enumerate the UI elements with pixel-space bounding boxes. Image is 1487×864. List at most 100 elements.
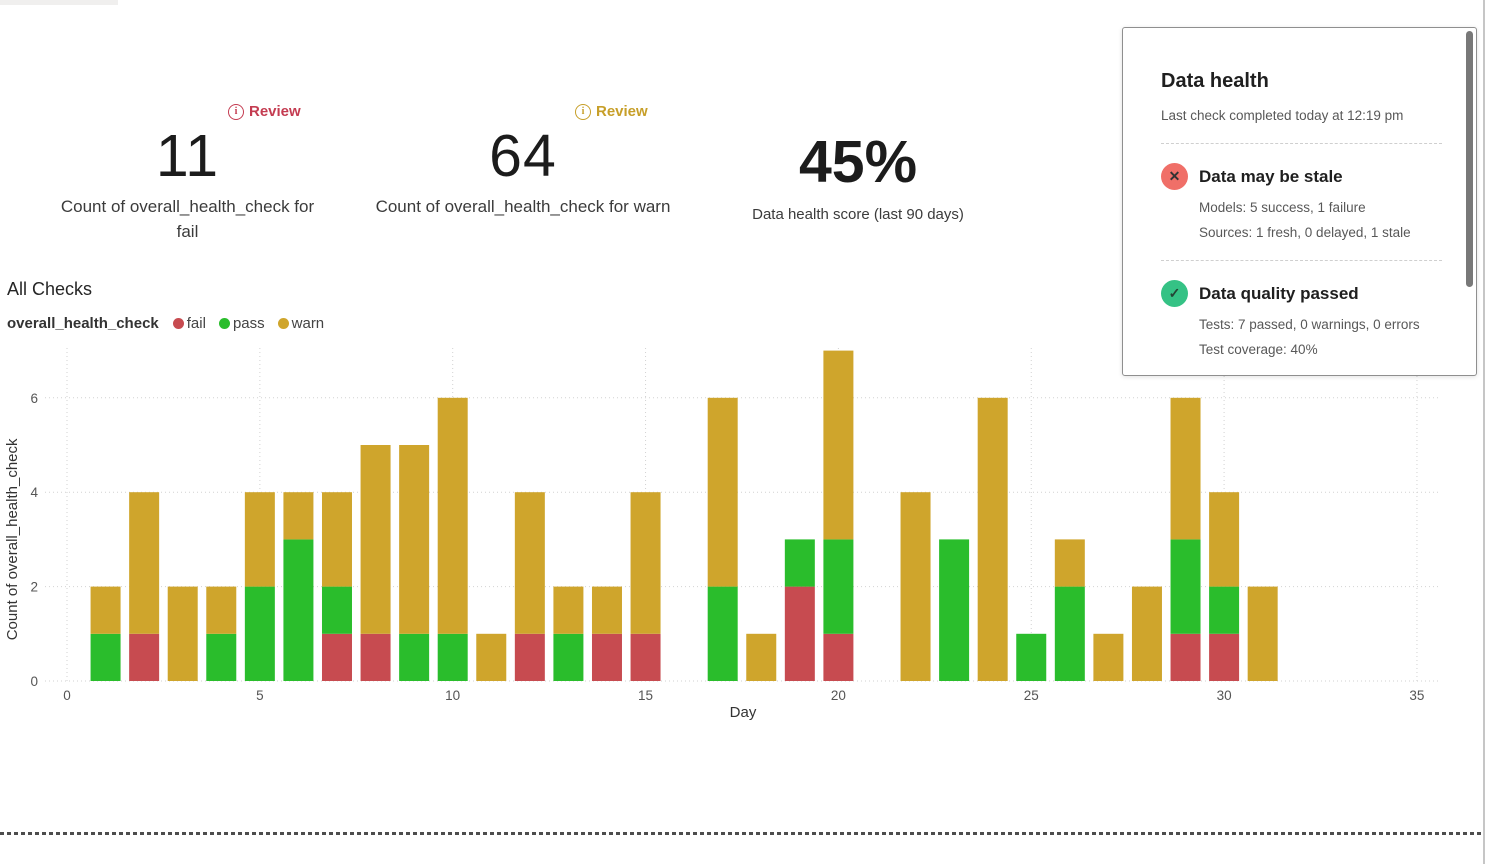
bar-segment-fail[interactable] bbox=[630, 633, 661, 681]
window-right-edge bbox=[1483, 0, 1485, 864]
info-icon: i bbox=[575, 103, 591, 120]
x-tick-label: 20 bbox=[831, 688, 846, 703]
y-tick-label: 6 bbox=[30, 391, 38, 406]
x-axis-title: Day bbox=[730, 704, 757, 721]
bar-segment-warn[interactable] bbox=[360, 445, 391, 634]
bar-segment-pass[interactable] bbox=[707, 586, 738, 681]
panel-item-title: Data may be stale bbox=[1199, 167, 1343, 186]
bar-segment-warn[interactable] bbox=[514, 492, 545, 634]
legend-group-label: overall_health_check bbox=[7, 315, 159, 332]
x-tick-label: 5 bbox=[256, 688, 264, 703]
panel-item-quality: ✓ Data quality passed Tests: 7 passed, 0… bbox=[1161, 280, 1442, 357]
bar-segment-warn[interactable] bbox=[1247, 586, 1278, 681]
stacked-bar-chart[interactable]: 0 2 4 6 0 5 10 15 20 25 30 35 Day Count of overall_he… bbox=[0, 340, 1450, 732]
bar-segment-warn[interactable] bbox=[591, 586, 622, 634]
bar-segment-pass[interactable] bbox=[206, 633, 237, 681]
bar-segment-warn[interactable] bbox=[476, 633, 507, 681]
panel-separator bbox=[1161, 143, 1442, 144]
legend-entries: fail pass warn bbox=[172, 315, 324, 332]
bar-segment-pass[interactable] bbox=[1209, 586, 1240, 634]
review-badge-warn[interactable]: i Review bbox=[575, 103, 648, 120]
bar-segment-pass[interactable] bbox=[90, 633, 121, 681]
bar-segment-warn[interactable] bbox=[630, 492, 661, 634]
bar-segment-pass[interactable] bbox=[784, 539, 815, 587]
bar-segment-warn[interactable] bbox=[746, 633, 777, 681]
bar-segment-fail[interactable] bbox=[784, 586, 815, 681]
bar-segment-fail[interactable] bbox=[514, 633, 545, 681]
bar-segment-warn[interactable] bbox=[1209, 492, 1240, 587]
bar-segment-fail[interactable] bbox=[321, 633, 352, 681]
panel-separator bbox=[1161, 260, 1442, 261]
panel-item-detail: Sources: 1 fresh, 0 delayed, 1 stale bbox=[1199, 225, 1411, 240]
metric-caption: Count of overall_health_check for fail bbox=[60, 196, 315, 241]
bar-segment-warn[interactable] bbox=[129, 492, 160, 634]
review-badge-fail[interactable]: i Review bbox=[228, 103, 301, 120]
bar-segment-warn[interactable] bbox=[321, 492, 352, 587]
check-circle-icon: ✓ bbox=[1161, 280, 1188, 307]
bar-segment-warn[interactable] bbox=[900, 492, 931, 681]
bar-segment-pass[interactable] bbox=[283, 539, 314, 681]
bar-segment-pass[interactable] bbox=[1170, 539, 1201, 634]
bottom-dashed-divider bbox=[0, 832, 1483, 835]
metric-value: 11 bbox=[155, 123, 220, 189]
bar-segment-warn[interactable] bbox=[1093, 633, 1124, 681]
pass-dot-icon bbox=[218, 318, 230, 329]
bar-segment-pass[interactable] bbox=[437, 633, 468, 681]
metric-caption: Data health score (last 90 days) bbox=[752, 205, 964, 223]
bar-segment-warn[interactable] bbox=[1054, 539, 1085, 587]
bar-segment-warn[interactable] bbox=[707, 397, 738, 587]
y-axis-title: Count of overall_health_check bbox=[4, 438, 21, 640]
x-tick-label: 10 bbox=[445, 688, 460, 703]
bar-segment-pass[interactable] bbox=[244, 586, 275, 681]
bar-segment-fail[interactable] bbox=[591, 633, 622, 681]
bar-segment-pass[interactable] bbox=[939, 539, 970, 681]
y-tick-label: 4 bbox=[30, 485, 38, 500]
bar-segment-pass[interactable] bbox=[1016, 633, 1047, 681]
info-icon: i bbox=[228, 103, 244, 120]
panel-item-detail: Models: 5 success, 1 failure bbox=[1199, 200, 1366, 215]
metric-value: 64 bbox=[489, 123, 557, 189]
bar-segment-warn[interactable] bbox=[206, 586, 237, 634]
y-tick-label: 0 bbox=[30, 674, 38, 689]
review-badge-label: Review bbox=[249, 103, 301, 120]
metric-value: 45% bbox=[798, 129, 918, 195]
section-title: All Checks bbox=[7, 279, 93, 299]
legend-entry-label: pass bbox=[232, 315, 265, 332]
bar-segment-fail[interactable] bbox=[1170, 633, 1201, 681]
bar-segment-fail[interactable] bbox=[360, 633, 391, 681]
review-badge-label: Review bbox=[596, 103, 648, 120]
metric-warn-count: 64 Count of overall_health_check for war… bbox=[373, 100, 673, 220]
bar-segment-fail[interactable] bbox=[1209, 633, 1240, 681]
panel-scrollbar-thumb[interactable] bbox=[1466, 31, 1473, 287]
bar-segment-warn[interactable] bbox=[399, 445, 430, 634]
top-strip bbox=[0, 0, 118, 5]
bar-segment-warn[interactable] bbox=[1131, 586, 1162, 681]
bar-segment-pass[interactable] bbox=[1054, 586, 1085, 681]
bar-segment-pass[interactable] bbox=[553, 633, 584, 681]
bar-segment-warn[interactable] bbox=[977, 397, 1008, 681]
bar-segment-warn[interactable] bbox=[283, 492, 314, 540]
bar-segment-warn[interactable] bbox=[823, 350, 854, 540]
bar-segment-warn[interactable] bbox=[244, 492, 275, 587]
bar-segment-fail[interactable] bbox=[823, 633, 854, 681]
bar-segment-pass[interactable] bbox=[823, 539, 854, 634]
bar-segment-pass[interactable] bbox=[399, 633, 430, 681]
bar-segment-warn[interactable] bbox=[553, 586, 584, 634]
panel-item-stale: ✕ Data may be stale Models: 5 success, 1… bbox=[1161, 163, 1442, 240]
legend-entry-fail[interactable]: fail bbox=[172, 315, 206, 332]
x-circle-icon: ✕ bbox=[1161, 163, 1188, 190]
legend-entry-warn[interactable]: warn bbox=[277, 315, 324, 332]
x-tick-label: 30 bbox=[1217, 688, 1232, 703]
legend-entry-pass[interactable]: pass bbox=[218, 315, 265, 332]
metric-fail-count: 11 Count of overall_health_check for fai… bbox=[55, 100, 320, 244]
bar-segment-warn[interactable] bbox=[167, 586, 198, 681]
metric-health-score: 45% Data health score (last 90 days) bbox=[733, 108, 983, 226]
bar-segment-pass[interactable] bbox=[321, 586, 352, 634]
bar-segment-warn[interactable] bbox=[437, 397, 468, 634]
panel-item-detail: Test coverage: 40% bbox=[1199, 342, 1318, 357]
bar-segment-fail[interactable] bbox=[129, 633, 160, 681]
bar-segment-warn[interactable] bbox=[1170, 397, 1201, 540]
bar-segment-warn[interactable] bbox=[90, 586, 121, 634]
x-tick-label: 15 bbox=[638, 688, 653, 703]
